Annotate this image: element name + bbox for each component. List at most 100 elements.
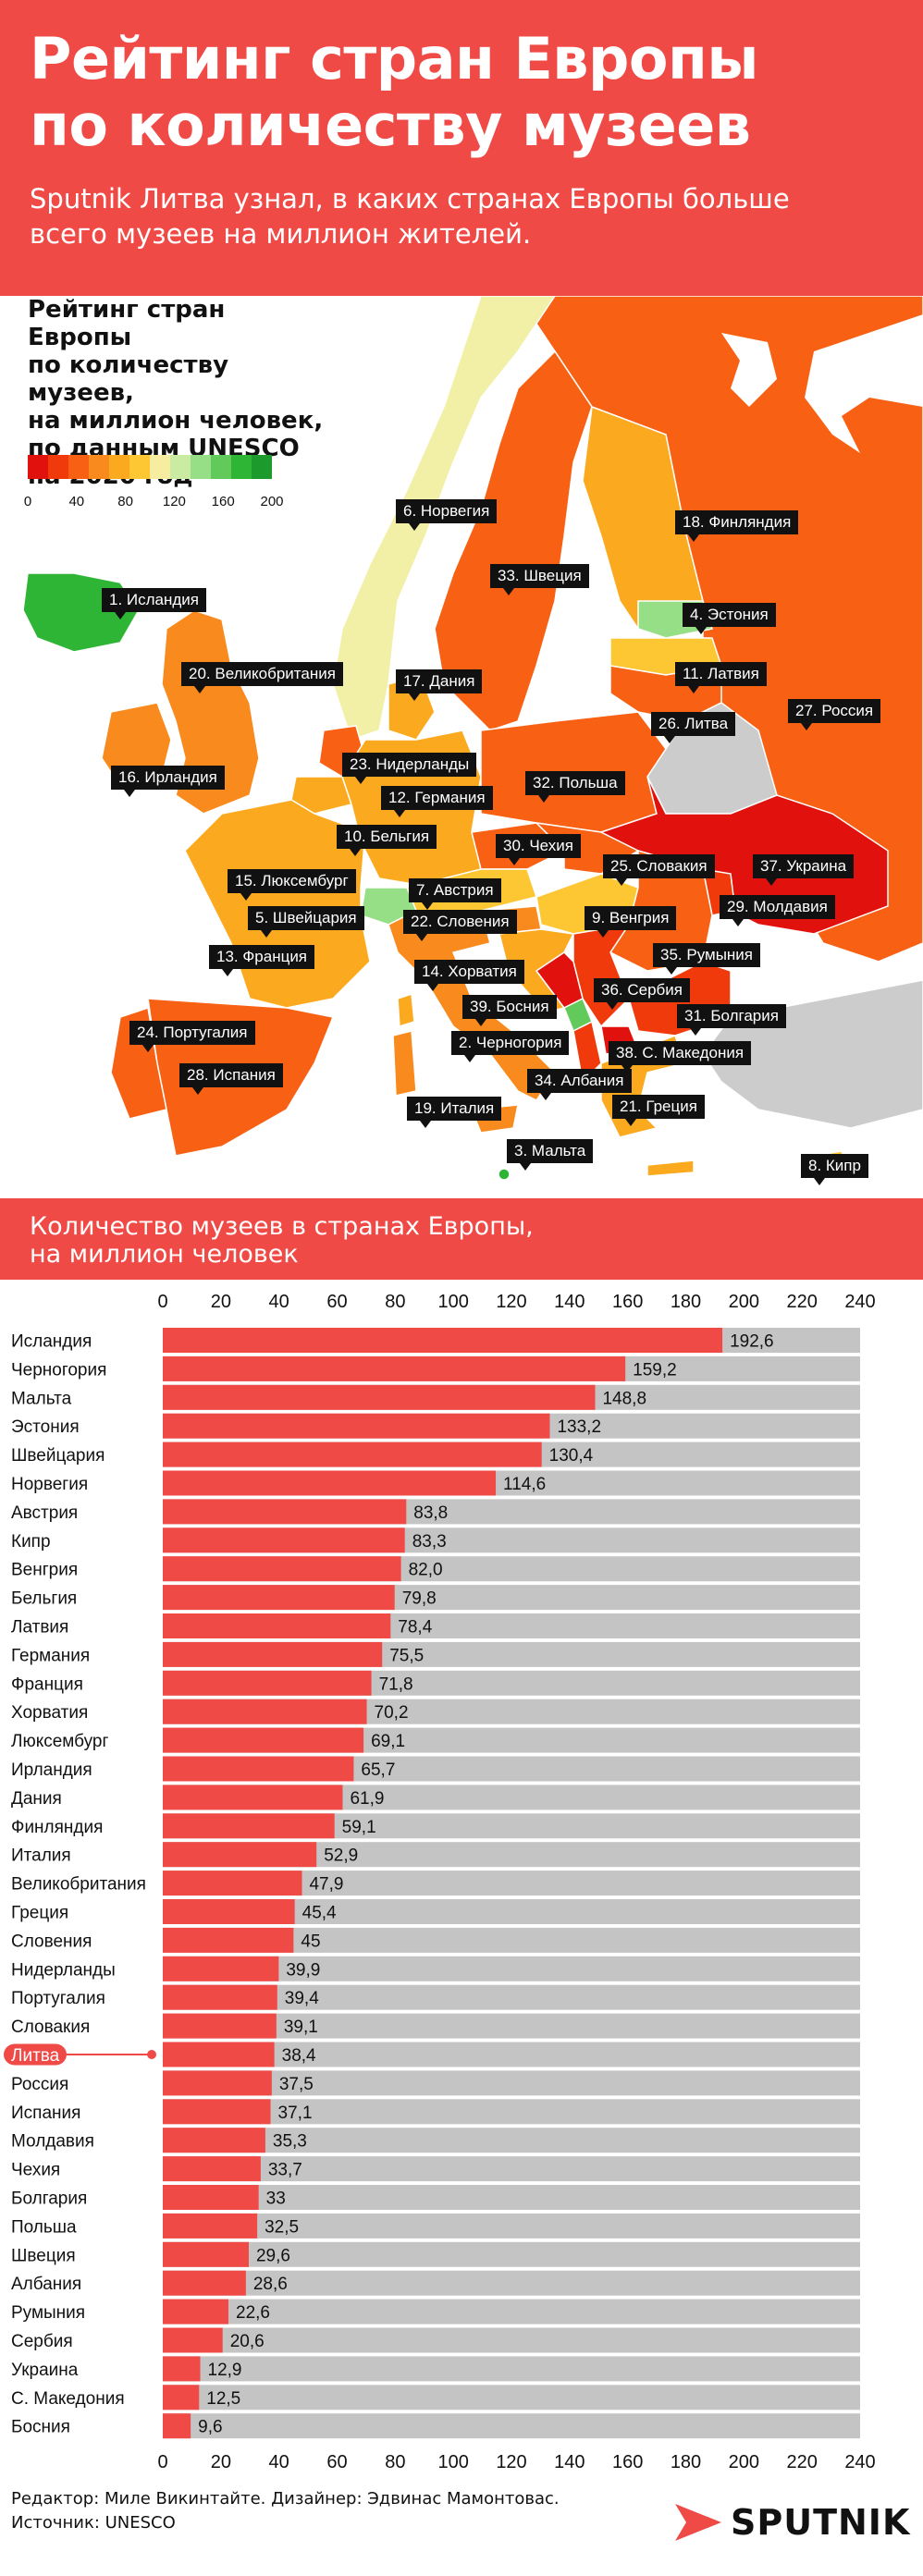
bar-chart-canvas: 0 0 20 20 40 40 60 60 80 80 100 100 120 120 140 140 160 1…	[4, 1292, 876, 2472]
header-banner: Рейтинг стран Европы по количеству музее…	[0, 0, 923, 296]
bar-value-label: 38,4	[282, 2046, 316, 2066]
bar-value-label: 61,9	[350, 1789, 384, 1809]
bar	[163, 1499, 407, 1525]
category-label: Испания	[11, 2104, 80, 2123]
map-sardinia	[392, 1030, 417, 1097]
bar-value-label: 75,5	[389, 1646, 424, 1665]
bar	[163, 1871, 302, 1896]
x-tick-label-bottom: 160	[612, 2452, 643, 2472]
category-label: Эстония	[11, 1417, 80, 1437]
x-tick-label-bottom: 80	[385, 2452, 405, 2472]
legend-tick-label: 40	[68, 494, 85, 509]
map-label-germany: 12. Германия	[381, 786, 493, 817]
europe-map: Рейтинг стран Европы по количеству музее…	[0, 296, 923, 1198]
bar-chart-title-line: Количество музеев в странах Европы,	[30, 1212, 534, 1241]
bar-value-label: 45	[301, 1932, 320, 1951]
category-label: Греция	[11, 1904, 68, 1923]
map-label-romania: 35. Румыния	[653, 943, 760, 975]
legend-tick-label: 0	[23, 494, 32, 509]
category-label: Словакия	[11, 2018, 90, 2037]
map-label-slovakia: 25. Словакия	[603, 854, 715, 886]
bar-track	[163, 2099, 860, 2125]
x-tick-label-top: 80	[385, 1292, 405, 1312]
bar-value-label: 192,6	[730, 1332, 774, 1352]
category-label: Люксембург	[11, 1732, 108, 1751]
bar	[163, 1756, 354, 1782]
bar-track	[163, 2385, 860, 2410]
bar	[163, 2042, 275, 2067]
category-label: Нидерланды	[11, 1960, 116, 1980]
bar-value-label: 20,6	[230, 2332, 265, 2351]
bar	[163, 2327, 223, 2353]
category-label: Польша	[11, 2217, 77, 2237]
bar-value-label: 59,1	[342, 1818, 376, 1837]
category-label: Хорватия	[11, 1703, 88, 1723]
bar-track	[163, 2213, 860, 2239]
map-label-czechia: 30. Чехия	[496, 834, 581, 865]
x-tick-label-bottom: 200	[729, 2452, 759, 2472]
bar	[163, 2156, 261, 2182]
x-tick-label-top: 180	[671, 1292, 701, 1312]
legend-swatch	[48, 455, 68, 479]
legend-swatch	[191, 455, 211, 479]
bar-track	[163, 2042, 860, 2067]
bar-value-label: 29,6	[256, 2246, 290, 2265]
highlight-dot	[147, 2050, 156, 2059]
category-label: Дания	[11, 1789, 62, 1809]
category-label: Финляндия	[11, 1818, 103, 1837]
bar-track	[163, 2327, 860, 2353]
map-label-bulgaria: 31. Болгария	[677, 1004, 786, 1036]
category-label: Франция	[11, 1674, 83, 1694]
category-label: Италия	[11, 1846, 71, 1866]
bar	[163, 2270, 246, 2296]
bar-value-label: 33,7	[268, 2161, 302, 2180]
subtitle-line-2: всего музеев на миллион жителей.	[30, 218, 532, 250]
bar	[163, 1585, 395, 1611]
bar-value-label: 114,6	[503, 1475, 546, 1494]
map-label-italy: 19. Италия	[407, 1097, 502, 1128]
legend-swatch	[252, 455, 272, 479]
bar-value-label: 83,3	[412, 1532, 447, 1552]
bar-value-label: 79,8	[402, 1589, 437, 1609]
map-label-malta: 3. Мальта	[507, 1139, 594, 1171]
map-uk	[161, 609, 260, 815]
category-label: Венгрия	[11, 1561, 78, 1580]
category-label: Болгария	[11, 2190, 87, 2209]
bar-value-label: 133,2	[557, 1417, 601, 1437]
x-tick-label-top: 40	[269, 1292, 289, 1312]
bar-value-label: 37,5	[279, 2075, 314, 2094]
legend-title-line: на миллион человек,	[28, 407, 324, 435]
legend-title-line: Рейтинг стран Европы	[28, 296, 226, 351]
x-tick-label-bottom: 240	[844, 2452, 875, 2472]
category-label: Норвегия	[11, 1475, 88, 1494]
bar-value-label: 37,1	[278, 2104, 313, 2123]
bar	[163, 1927, 294, 1953]
bar-value-label: 39,9	[286, 1960, 320, 1980]
x-tick-label-top: 140	[554, 1292, 585, 1312]
page-title-line-2: по количеству музеев	[30, 92, 751, 159]
x-tick-label-bottom: 100	[437, 2452, 468, 2472]
bar-value-label: 83,8	[413, 1503, 448, 1523]
legend-swatch	[150, 455, 170, 479]
bar	[163, 1556, 401, 1582]
category-label: Германия	[11, 1646, 90, 1665]
category-label: Сербия	[11, 2332, 73, 2351]
bar-value-label: 39,4	[285, 1989, 319, 2008]
map-label-estonia: 4. Эстония	[683, 603, 776, 634]
bar	[163, 1699, 367, 1724]
map-label-greece: 21. Греция	[612, 1095, 705, 1126]
x-tick-label-bottom: 220	[786, 2452, 817, 2472]
bar	[163, 1413, 550, 1439]
bar	[163, 2299, 229, 2325]
bar-value-label: 65,7	[361, 1760, 395, 1780]
bar-track	[163, 2413, 860, 2439]
bar	[163, 1355, 626, 1381]
bar	[163, 1641, 383, 1667]
map-label-sweden: 33. Швеция	[490, 564, 589, 595]
category-label: Мальта	[11, 1389, 72, 1408]
x-tick-label-top: 20	[211, 1292, 231, 1312]
subtitle-line-1: Sputnik Литва узнал, в каких странах Евр…	[30, 183, 790, 215]
map-malta	[498, 1168, 511, 1181]
x-tick-label-top: 220	[786, 1292, 817, 1312]
legend-color-scale: 0 40 80 120 160 200	[24, 455, 284, 510]
